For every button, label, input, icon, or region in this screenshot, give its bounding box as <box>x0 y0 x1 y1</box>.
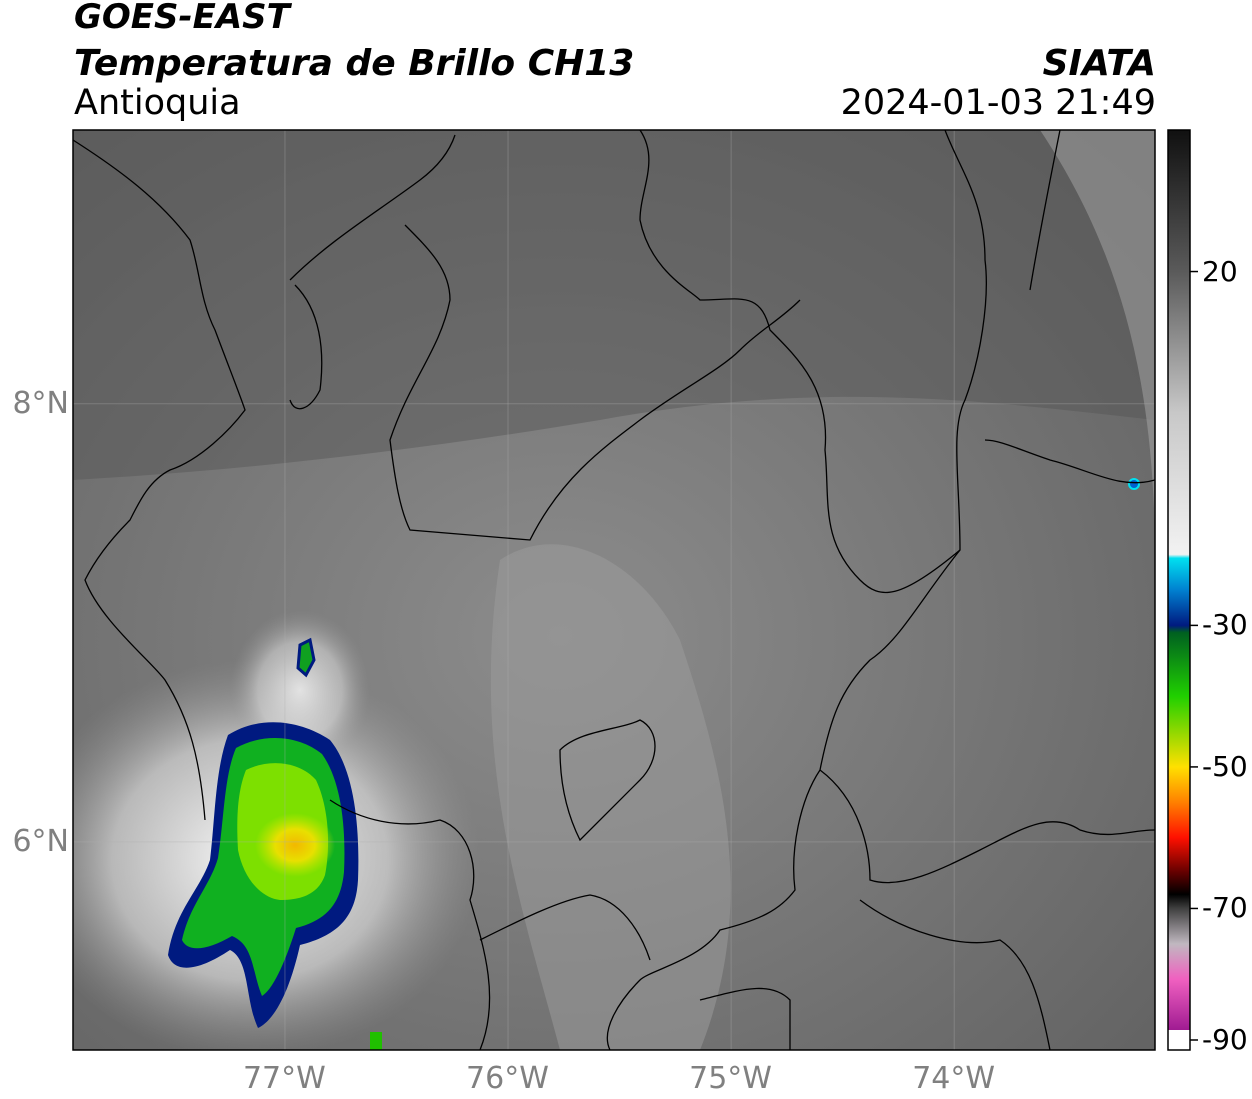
colorbar-tick-label: -30 <box>1202 608 1248 642</box>
title-satellite: GOES-EAST <box>74 0 290 37</box>
colorbar-under-swatch <box>1168 1030 1190 1050</box>
colorbar-tick-label: 20 <box>1202 254 1238 288</box>
convective-fragment-south <box>370 1032 382 1050</box>
central-highlands-shade <box>490 544 731 1050</box>
convective-cell-core <box>255 813 335 877</box>
antioquia-south-west-border <box>329 799 491 1050</box>
gulf-of-uraba-east <box>289 284 323 410</box>
lat-tick-label: 6°N <box>12 823 69 859</box>
colorbar-tick-label: -90 <box>1202 1023 1248 1056</box>
colorbar-tick-label: -70 <box>1202 891 1248 925</box>
convective-fragment <box>296 637 316 678</box>
organization-label: SIATA <box>1042 43 1156 84</box>
colorbar-ticks <box>1190 270 1198 1041</box>
timestamp-label: 2024-01-03 21:49 <box>840 83 1156 123</box>
map-area <box>73 130 1155 1050</box>
eastern-departments-border <box>639 130 987 594</box>
lon-tick-label: 76°W <box>466 1061 549 1096</box>
region-label: Antioquia <box>74 83 241 123</box>
boundaries <box>73 130 1155 1050</box>
colorbar-tick-label: -50 <box>1202 749 1248 783</box>
lon-tick-label: 75°W <box>689 1061 772 1096</box>
antioquia-east-border <box>606 549 961 1050</box>
eastern-highlands-shade <box>1040 130 1155 560</box>
lon-tick-label: 74°W <box>912 1061 996 1096</box>
lon-tick-label: 77°W <box>242 1061 326 1096</box>
lat-tick-label: 8°N <box>12 385 69 421</box>
venezuela-border <box>984 439 1155 484</box>
title-product: Temperatura de Brillo CH13 <box>74 43 635 84</box>
pacific-coastline <box>73 139 246 821</box>
north-east-border <box>1029 130 1061 291</box>
southern-border-3 <box>859 899 1051 1050</box>
northern-plains-shade <box>73 130 1155 480</box>
southern-border-4 <box>699 987 791 1050</box>
colorbar-frame <box>1167 129 1191 1051</box>
enclave-border <box>559 719 656 842</box>
gridlines <box>73 130 1155 1050</box>
southern-border-1 <box>479 894 651 961</box>
map-frame <box>72 129 1156 1051</box>
small-cold-spot <box>1128 478 1140 490</box>
antioquia-north-border <box>389 224 801 541</box>
colorbar <box>1168 130 1190 1050</box>
gulf-of-uraba-west <box>289 134 456 281</box>
southern-border-2 <box>819 769 1155 884</box>
